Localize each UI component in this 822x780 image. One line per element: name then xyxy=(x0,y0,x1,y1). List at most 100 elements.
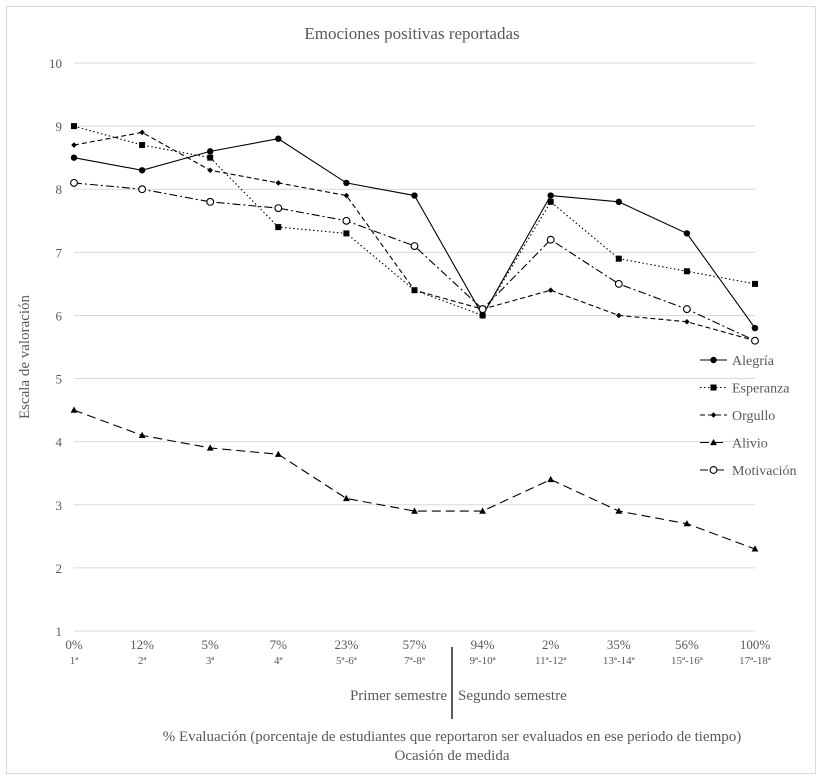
y-tick-labels: 1 2 3 4 5 6 7 8 9 10 xyxy=(49,56,63,639)
series-line-0 xyxy=(73,138,756,329)
data-point-2-3 xyxy=(275,180,282,186)
data-point-1-1 xyxy=(139,142,146,149)
data-point-1-0 xyxy=(71,123,77,130)
data-point-3-2 xyxy=(206,444,214,451)
data-point-1-2 xyxy=(207,154,214,161)
y-tick-label-8: 8 xyxy=(56,182,63,197)
series-line-1 xyxy=(73,125,756,317)
legend-label-4: Motivación xyxy=(732,464,797,479)
y-tick-label-5: 5 xyxy=(56,372,63,387)
series-line-3 xyxy=(73,409,756,550)
data-point-3-1 xyxy=(138,431,146,438)
legend: Alegría Esperanza Orgullo Alivio Motivación xyxy=(700,354,797,479)
data-point-1-10 xyxy=(752,280,758,287)
legend-marker-0 xyxy=(710,356,717,364)
y-tick-label-4: 4 xyxy=(56,435,63,450)
x-tick-pct-5: 57% xyxy=(403,637,427,652)
data-point-3-4 xyxy=(343,494,350,502)
x-tick-labels: 0% 1ª 12% 2ª 5% 3ª 7% 4ª 23% 5ª-6ª 57% 7ª-8ª 94% 9ª-1… xyxy=(65,637,772,667)
y-tick-label-1: 1 xyxy=(56,624,63,639)
x-tick-occasion-0: 1ª xyxy=(70,655,80,667)
y-tick-label-6: 6 xyxy=(56,308,63,323)
data-point-4-8 xyxy=(614,279,623,288)
data-point-1-4 xyxy=(343,230,350,237)
x-tick-occasion-8: 13ª-14ª xyxy=(603,655,636,667)
x-tick-occasion-6: 9ª-10ª xyxy=(469,655,496,667)
data-point-0-10 xyxy=(751,324,759,332)
x-tick-pct-3: 7% xyxy=(270,637,288,652)
legend-marker-4 xyxy=(709,466,718,474)
data-point-3-5 xyxy=(411,507,418,514)
x-tick-pct-4: 23% xyxy=(334,637,358,652)
x-tick-occasion-9: 15ª-16ª xyxy=(671,655,704,667)
data-point-2-2 xyxy=(207,167,213,174)
data-point-4-0 xyxy=(70,178,78,187)
legend-marker-2 xyxy=(710,412,717,418)
data-point-3-3 xyxy=(274,450,282,457)
x-tick-pct-8: 35% xyxy=(607,637,631,652)
y-axis-label: Escala de valoración xyxy=(17,294,33,419)
chart-title: Emociones positivas reportadas xyxy=(304,24,519,43)
data-point-4-2 xyxy=(206,197,215,206)
data-point-1-7 xyxy=(547,198,554,205)
y-tick-label-7: 7 xyxy=(56,245,63,260)
data-point-1-8 xyxy=(615,255,622,262)
data-point-4-1 xyxy=(138,185,147,194)
data-point-2-7 xyxy=(547,287,554,293)
x-tick-occasion-4: 5ª-6ª xyxy=(336,655,358,667)
group-label-primer: Primer semestre xyxy=(350,688,447,704)
x-tick-occasion-7: 11ª-12ª xyxy=(535,655,567,667)
data-point-4-9 xyxy=(682,305,691,314)
series-lines xyxy=(70,123,759,552)
x-tick-occasion-10: 17ª-18ª xyxy=(739,655,772,667)
series-line-4 xyxy=(73,182,756,342)
data-point-2-0 xyxy=(71,142,77,148)
legend-label-2: Orgullo xyxy=(732,409,775,424)
legend-label-3: Alivio xyxy=(732,437,768,452)
data-point-0-8 xyxy=(615,198,622,206)
y-tick-label-9: 9 xyxy=(56,119,63,134)
data-point-0-2 xyxy=(207,148,214,155)
data-point-3-9 xyxy=(683,520,691,527)
x-tick-occasion-5: 7ª-8ª xyxy=(404,655,426,667)
data-point-3-7 xyxy=(547,475,555,483)
data-point-3-8 xyxy=(615,507,623,514)
data-point-4-4 xyxy=(342,216,351,225)
data-point-0-4 xyxy=(343,179,350,187)
data-point-0-9 xyxy=(683,230,691,237)
data-point-2-1 xyxy=(139,129,145,136)
data-point-0-1 xyxy=(138,167,146,174)
legend-marker-1 xyxy=(710,384,717,391)
legend-marker-3 xyxy=(710,438,717,446)
x-tick-occasion-3: 4ª xyxy=(274,655,284,667)
data-point-1-9 xyxy=(683,268,690,275)
data-point-4-10 xyxy=(751,336,759,345)
y-tick-label-3: 3 xyxy=(56,498,63,513)
x-tick-pct-0: 0% xyxy=(65,637,83,652)
y-tick-label-2: 2 xyxy=(56,561,63,576)
data-point-2-4 xyxy=(343,192,350,199)
series-Alegría xyxy=(70,135,759,332)
data-point-0-5 xyxy=(411,192,418,199)
group-label-segundo: Segundo semestre xyxy=(458,688,567,704)
x-tick-pct-2: 5% xyxy=(202,637,220,652)
data-point-3-6 xyxy=(479,507,486,514)
x-tick-occasion-1: 2ª xyxy=(138,655,148,667)
x-tick-pct-9: 56% xyxy=(675,637,699,652)
chart-frame: Emociones positivas reportadas Escala de… xyxy=(6,6,816,774)
x-axis-label-line1: % Evaluación (porcentaje de estudiantes … xyxy=(163,729,742,745)
x-axis-label-line2: Ocasión de medida xyxy=(395,748,510,764)
data-point-2-5 xyxy=(411,287,418,293)
x-tick-occasion-2: 3ª xyxy=(206,655,216,667)
data-point-0-7 xyxy=(547,192,554,199)
y-tick-label-10: 10 xyxy=(49,56,62,71)
x-tick-pct-6: 94% xyxy=(471,637,495,652)
data-point-4-7 xyxy=(546,235,555,244)
data-point-1-6 xyxy=(479,312,486,319)
line-chart: Emociones positivas reportadas Escala de… xyxy=(17,24,797,764)
x-tick-pct-7: 2% xyxy=(542,637,560,652)
data-point-1-3 xyxy=(275,224,282,231)
data-point-0-3 xyxy=(275,135,282,142)
data-point-4-6 xyxy=(478,305,487,314)
data-point-3-10 xyxy=(751,545,759,552)
